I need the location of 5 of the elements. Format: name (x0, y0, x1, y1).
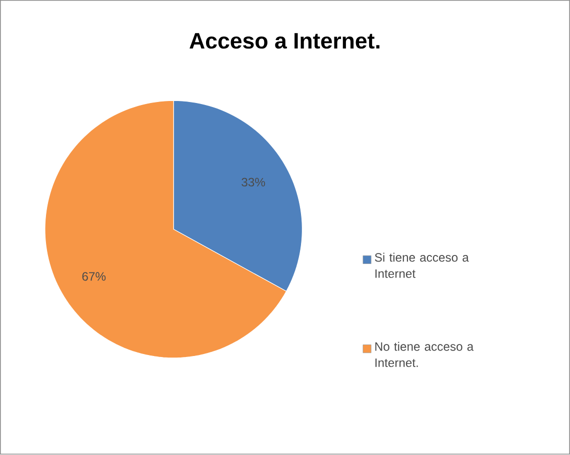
chart-title: Acceso a Internet. (190, 33, 380, 49)
data-label: 33% (242, 178, 266, 187)
legend-label: Si tiene acceso a Internet (374, 253, 469, 278)
data-label: 67% (82, 272, 106, 281)
legend-label: No tiene acceso a Internet. (375, 342, 474, 368)
